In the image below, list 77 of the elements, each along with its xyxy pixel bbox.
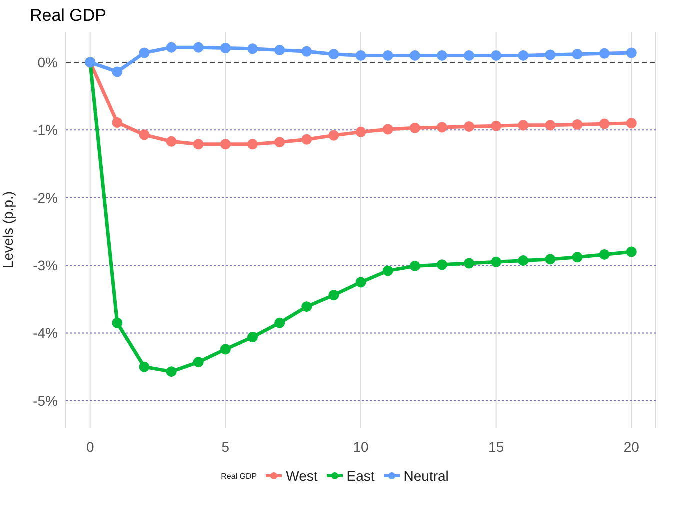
point [356, 50, 366, 61]
point [274, 318, 286, 328]
point [491, 256, 502, 268]
point [572, 252, 583, 263]
point [491, 120, 502, 132]
point [518, 120, 529, 131]
point [328, 290, 340, 301]
y-tick-label: -2% [33, 190, 58, 206]
point [247, 139, 258, 150]
point [572, 119, 583, 130]
point [328, 49, 340, 60]
point [626, 118, 637, 129]
point [464, 50, 475, 61]
point [247, 332, 258, 343]
legend-label: East [346, 468, 375, 484]
point [599, 249, 610, 260]
point [112, 318, 123, 328]
point [328, 130, 340, 141]
x-tick-label: 15 [488, 438, 504, 455]
point [139, 48, 150, 58]
chart-title: Real GDP [29, 5, 108, 27]
point [274, 45, 286, 56]
point [436, 50, 448, 61]
point [545, 50, 556, 60]
point [247, 44, 258, 54]
point [356, 277, 366, 288]
point [302, 134, 312, 145]
x-tick-label: 20 [624, 438, 640, 455]
point [545, 120, 556, 131]
point [112, 66, 123, 78]
point [599, 118, 610, 130]
point [274, 137, 286, 148]
point [572, 49, 583, 60]
y-tick-label: -3% [33, 258, 58, 274]
point [626, 246, 637, 258]
point [166, 366, 177, 378]
y-tick-label: 0% [38, 54, 58, 70]
point [193, 139, 204, 150]
x-tick-label: 5 [222, 438, 230, 455]
y-tick-label: -1% [33, 122, 58, 138]
y-tick-label: -4% [33, 325, 58, 342]
legend-label: Neutral [402, 468, 449, 484]
point [410, 50, 420, 61]
point [410, 260, 420, 272]
point [545, 254, 556, 265]
point [139, 130, 150, 140]
point [491, 50, 502, 61]
legend-title: Real GDP [221, 472, 258, 480]
point [302, 46, 312, 57]
x-tick-label: 10 [353, 438, 369, 455]
x-tick-label: 0 [86, 438, 94, 455]
point [166, 136, 177, 147]
point [166, 42, 177, 53]
point [220, 42, 231, 54]
point [356, 126, 366, 138]
point [193, 42, 204, 53]
point [436, 260, 448, 270]
point [410, 122, 420, 134]
point [518, 256, 529, 266]
point [139, 362, 150, 372]
point [220, 344, 231, 355]
point [302, 302, 312, 312]
point [382, 50, 394, 61]
point [464, 258, 475, 269]
point [626, 48, 637, 58]
point [220, 139, 231, 150]
point [518, 50, 529, 61]
point [464, 122, 475, 132]
point [112, 117, 123, 128]
y-tick-label: -5% [33, 392, 58, 409]
point [436, 122, 448, 133]
point [382, 124, 394, 135]
y-axis-title: Levels (p.p.) [0, 191, 16, 269]
legend-label: West [285, 468, 318, 484]
point [382, 266, 394, 276]
point [599, 48, 610, 59]
point [193, 357, 204, 368]
